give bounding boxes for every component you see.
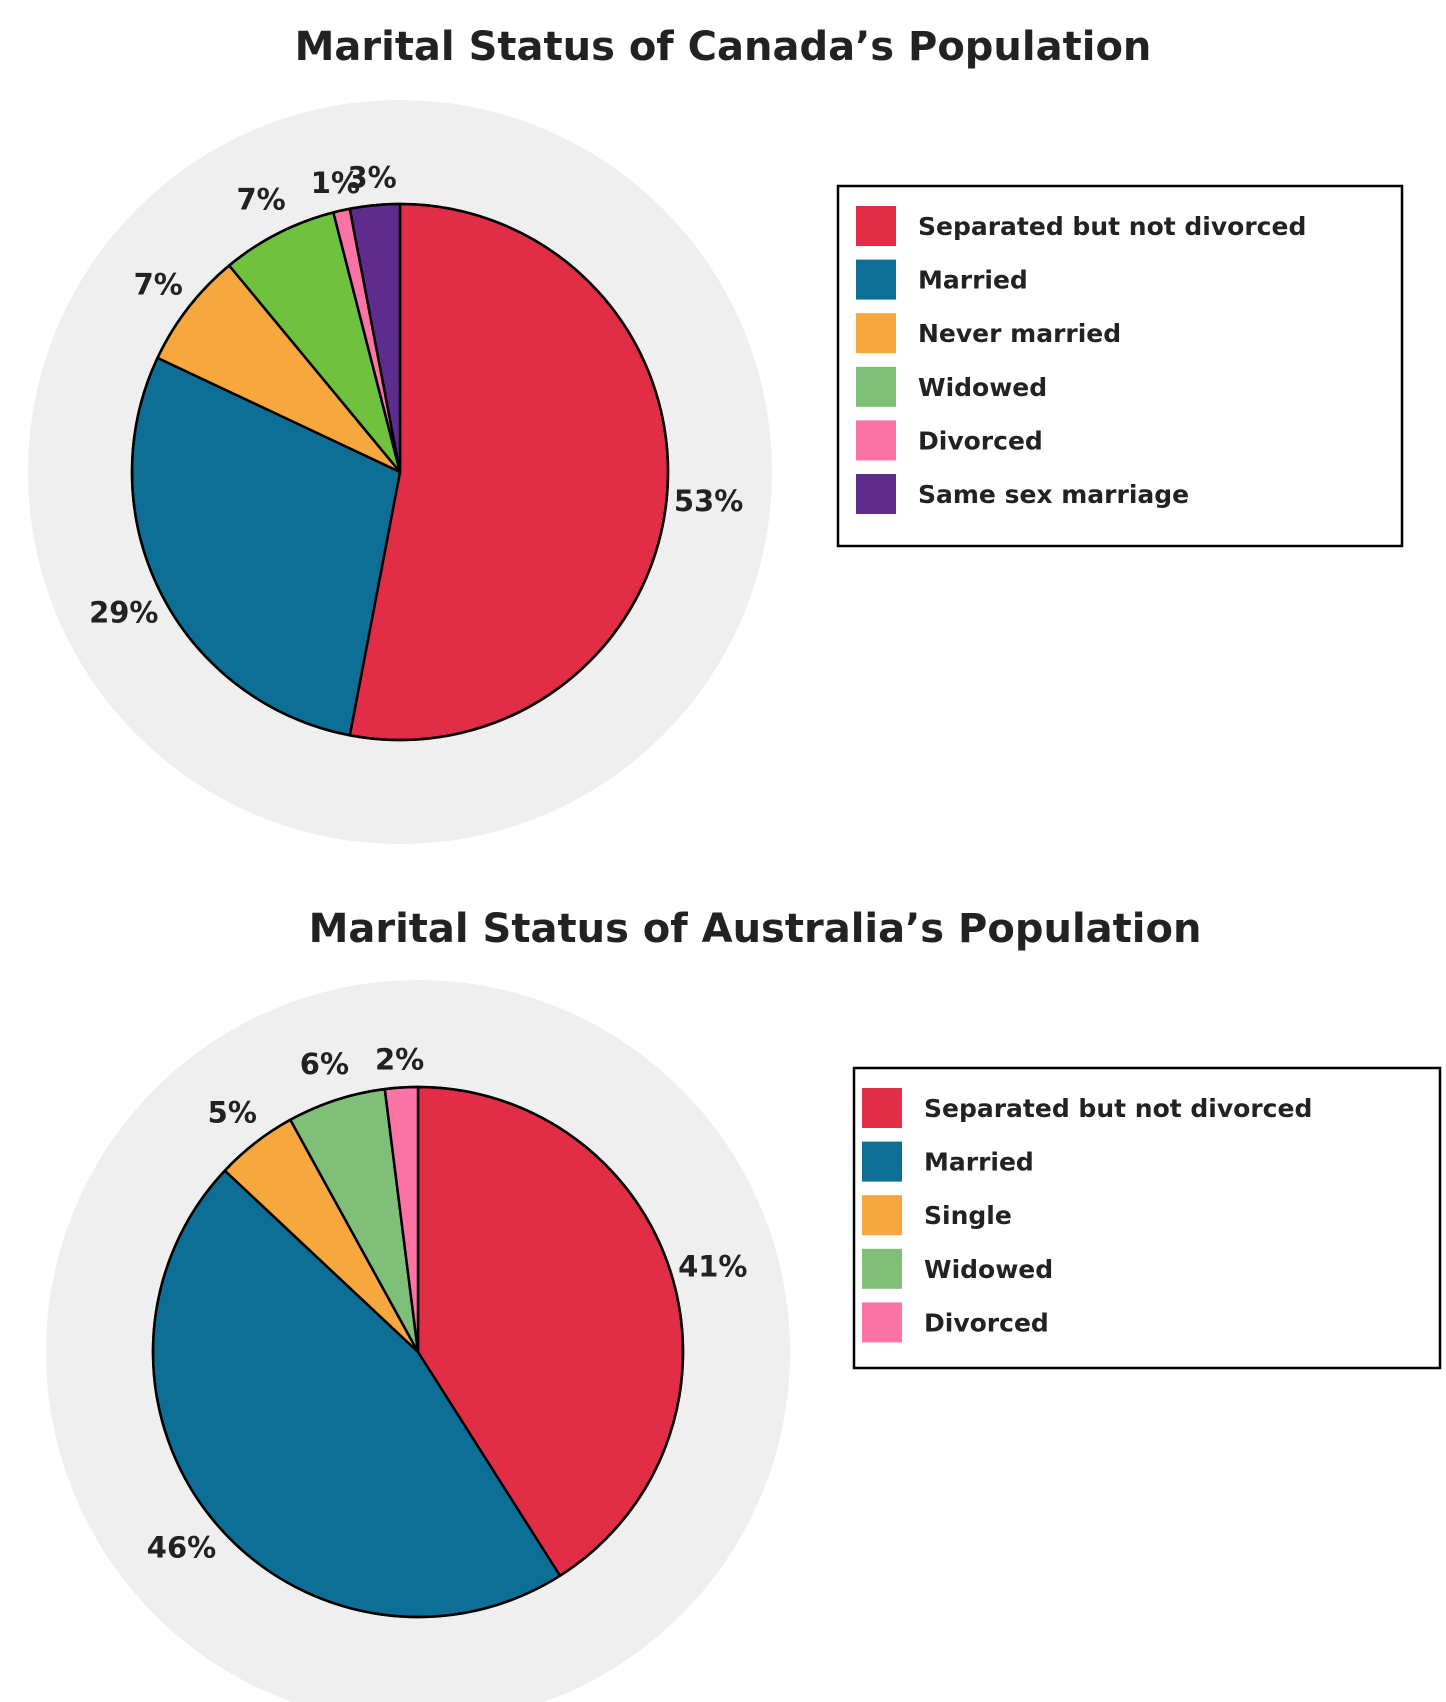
data-label: 1% [311,166,360,200]
legend-label: Divorced [918,426,1043,455]
legend-swatch [862,1141,902,1182]
legend-label: Widowed [924,1255,1053,1284]
data-label: 7% [236,182,285,216]
pie-chart-2: Marital Status of Australia’s Population… [46,906,1442,1702]
legend-label: Single [924,1201,1012,1230]
chart-title: Marital Status of Canada’s Population [295,24,1152,70]
legend-swatch [862,1302,902,1343]
data-label: 46% [147,1531,216,1565]
legend-swatch [856,313,896,354]
legend-label: Separated but not divorced [918,212,1306,241]
legend: Separated but not divorced Married Single W… [852,1066,1442,1370]
legend-swatch [856,366,896,407]
legend-swatch [862,1088,902,1128]
data-label: 29% [89,596,158,630]
legend-swatch [862,1195,902,1236]
legend-swatch [862,1248,902,1289]
legend: Separated but not divorced Married Never m… [836,184,1404,548]
pie-outline [151,1085,685,1619]
legend-label: Widowed [918,373,1047,402]
legend-swatch [856,474,896,514]
legend-box [852,1066,1442,1370]
legend-label: Separated but not divorced [924,1094,1312,1123]
data-label: 7% [134,268,183,302]
data-label: 2% [375,1043,424,1077]
legend-swatch [856,206,896,246]
chart-title: Marital Status of Australia’s Population [309,906,1202,952]
data-label: 3% [347,160,396,194]
legend-label: Never married [918,319,1121,348]
legend-swatch [856,420,896,461]
data-label: 5% [208,1096,257,1130]
legend-box [836,184,1404,548]
pie-outline [130,202,670,742]
data-label: 6% [300,1047,349,1081]
data-label: 41% [678,1249,747,1283]
data-label: 53% [674,484,743,518]
legend-label: Divorced [924,1308,1049,1337]
pie-chart-1: Marital Status of Canada’s Population 53%… [28,24,1404,844]
legend-label: Same sex marriage [918,480,1189,509]
legend-label: Married [924,1148,1034,1177]
legend-swatch [856,259,896,300]
legend-label: Married [918,266,1028,295]
